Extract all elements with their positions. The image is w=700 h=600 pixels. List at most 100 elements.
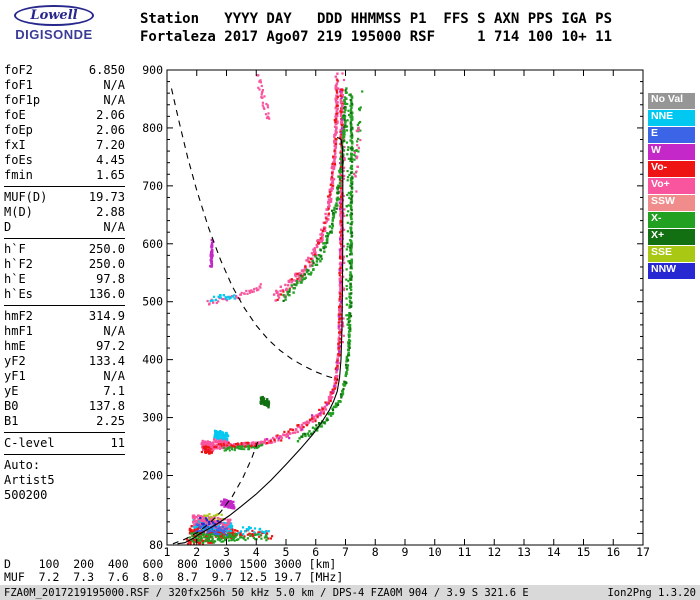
param-label: foEp: [4, 123, 33, 137]
param-row: h`F 250.0: [4, 242, 125, 257]
param-value: 7.20: [96, 138, 125, 152]
legend-item-sse: SSE: [648, 246, 695, 262]
svg-text:5: 5: [283, 545, 290, 559]
param-value: 1.65: [96, 168, 125, 182]
param-value: 11: [110, 436, 125, 450]
param-label: foF2: [4, 63, 33, 77]
param-row: h`F2 250.0: [4, 257, 125, 272]
param-row: yF2 133.4: [4, 354, 125, 369]
param-footer-row: 500200: [4, 488, 48, 502]
svg-text:1: 1: [164, 545, 171, 559]
param-value: 7.1: [103, 384, 125, 398]
param-label: h`F: [4, 242, 26, 256]
param-label: hmF1: [4, 324, 33, 338]
svg-text:16: 16: [606, 545, 620, 559]
param-label: C-level: [4, 436, 55, 450]
param-row: D N/A: [4, 220, 125, 235]
d-muf-table: D 100 200 400 600 800 1000 1500 3000 [km…: [4, 558, 343, 584]
status-program-version: Ion2Png 1.3.20: [607, 586, 696, 599]
svg-text:17: 17: [636, 545, 650, 559]
param-row: hmF2 314.9: [4, 309, 125, 324]
param-row: h`Es 136.0: [4, 287, 125, 302]
param-value: 2.25: [96, 414, 125, 428]
svg-text:8: 8: [372, 545, 379, 559]
legend-item-vo-: Vo+: [648, 178, 695, 194]
param-label: foEs: [4, 153, 33, 167]
param-value: 2.06: [96, 108, 125, 122]
param-label: M(D): [4, 205, 33, 219]
legend-item-no-val: No Val: [648, 93, 695, 109]
svg-text:4: 4: [253, 545, 260, 559]
station-header-line2: Fortaleza 2017 Ago07 219 195000 RSF 1 71…: [140, 29, 613, 45]
svg-text:12: 12: [487, 545, 501, 559]
svg-text:2: 2: [193, 545, 200, 559]
param-row: foEp 2.06: [4, 123, 125, 138]
lowell-digisonde-logo: Lowell DIGISONDE: [6, 4, 102, 42]
param-row: B0 137.8: [4, 399, 125, 414]
svg-text:14: 14: [547, 545, 561, 559]
separator-line: [4, 454, 125, 455]
svg-text:9: 9: [402, 545, 409, 559]
param-row: foEs 4.45: [4, 153, 125, 168]
svg-text:300: 300: [142, 411, 163, 425]
logo-digisonde-text: DIGISONDE: [15, 27, 93, 42]
param-label: fxI: [4, 138, 26, 152]
param-label: B1: [4, 414, 19, 428]
station-header: Station YYYY DAY DDD HHMMSS P1 FFS S AXN…: [140, 10, 612, 46]
status-bar: FZA0M_2017219195000.RSF / 320fx256h 50 k…: [0, 585, 700, 600]
param-value: N/A: [103, 93, 125, 107]
svg-text:900: 900: [142, 63, 163, 77]
param-value: N/A: [103, 220, 125, 234]
station-header-line1: Station YYYY DAY DDD HHMMSS P1 FFS S AXN…: [140, 11, 613, 27]
param-footer-row: Artist5: [4, 473, 55, 487]
param-value: 250.0: [88, 242, 125, 256]
param-value: 19.73: [88, 190, 125, 204]
param-value: 136.0: [88, 287, 125, 301]
param-row: MUF(D) 19.73: [4, 190, 125, 205]
separator-line: [4, 305, 125, 306]
svg-text:3: 3: [223, 545, 230, 559]
param-row: C-level 11: [4, 436, 125, 451]
svg-text:700: 700: [142, 179, 163, 193]
param-value: 2.88: [96, 205, 125, 219]
param-label: h`E: [4, 272, 26, 286]
svg-text:7: 7: [342, 545, 349, 559]
param-label: fmin: [4, 168, 33, 182]
param-row: fxI 7.20: [4, 138, 125, 153]
svg-text:6: 6: [312, 545, 319, 559]
param-value: 137.8: [88, 399, 125, 413]
param-label: yE: [4, 384, 19, 398]
param-value: 97.8: [96, 272, 125, 286]
legend-item-x-: X+: [648, 229, 695, 245]
param-value: N/A: [103, 324, 125, 338]
param-label: foE: [4, 108, 26, 122]
svg-text:10: 10: [428, 545, 442, 559]
legend-item-ssw: SSW: [648, 195, 695, 211]
param-value: N/A: [103, 78, 125, 92]
param-label: yF1: [4, 369, 26, 383]
svg-text:13: 13: [517, 545, 531, 559]
logo-lowell-text: Lowell: [30, 8, 78, 23]
param-label: foF1p: [4, 93, 41, 107]
lowell-logo-oval: Lowell: [14, 5, 94, 26]
param-value: 6.850: [88, 63, 125, 77]
param-label: hmE: [4, 339, 26, 353]
param-value: 314.9: [88, 309, 125, 323]
param-label: yF2: [4, 354, 26, 368]
param-label: h`Es: [4, 287, 33, 301]
d-row: D 100 200 400 600 800 1000 1500 3000 [km…: [4, 557, 337, 571]
separator-line: [4, 432, 125, 433]
legend-item-w: W: [648, 144, 695, 160]
param-row: fmin 1.65: [4, 168, 125, 183]
legend-item-nne: NNE: [648, 110, 695, 126]
legend-item-x-: X-: [648, 212, 695, 228]
svg-text:400: 400: [142, 353, 163, 367]
svg-text:600: 600: [142, 237, 163, 251]
param-row: B1 2.25: [4, 414, 125, 429]
muf-row: MUF 7.2 7.3 7.6 8.0 8.7 9.7 12.5 19.7 [M…: [4, 570, 344, 584]
legend-item-vo-: Vo-: [648, 161, 695, 177]
param-label: B0: [4, 399, 19, 413]
param-value: 97.2: [96, 339, 125, 353]
param-row: yE 7.1: [4, 384, 125, 399]
